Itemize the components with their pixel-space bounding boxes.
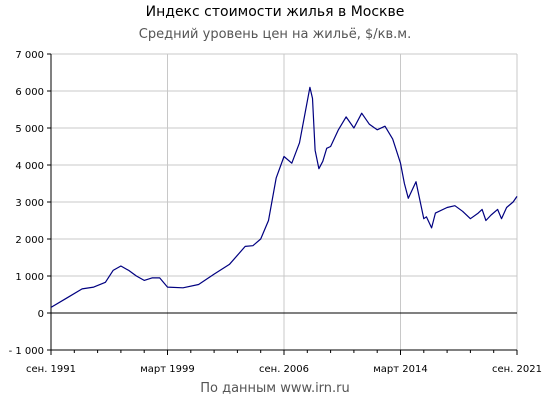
grid-layer xyxy=(51,53,518,350)
y-tick-label: 6 000 xyxy=(15,87,44,98)
y-tick-label: 0 xyxy=(38,309,44,320)
price-index-line xyxy=(50,86,518,308)
chart-title: Индекс стоимости жилья в Москве xyxy=(145,4,405,20)
axis-layer xyxy=(47,53,518,355)
y-tick-label: 7 000 xyxy=(15,50,44,61)
y-tick-label: - 1 000 xyxy=(9,346,44,357)
y-tick-label: 4 000 xyxy=(15,161,44,172)
chart-source-note: По данным www.irn.ru xyxy=(200,381,350,396)
series-layer xyxy=(50,86,518,308)
x-tick-label: март 1999 xyxy=(140,364,194,375)
y-tick-label: 1 000 xyxy=(15,272,44,283)
x-tick-label: март 2014 xyxy=(373,364,427,375)
y-tick-label: 2 000 xyxy=(15,235,44,246)
x-tick-label: сен. 1991 xyxy=(26,364,76,375)
y-tick-label: 5 000 xyxy=(15,124,44,135)
y-tick-label: 3 000 xyxy=(15,198,44,209)
chart-subtitle: Средний уровень цен на жильё, $/кв.м. xyxy=(138,27,412,42)
x-tick-label: сен. 2006 xyxy=(259,364,309,375)
x-tick-label: сен. 2021 xyxy=(492,364,542,375)
label-layer: - 1 000 0 1 000 2 000 3 000 4 000 5 000 6 000 7 … xyxy=(9,50,542,375)
